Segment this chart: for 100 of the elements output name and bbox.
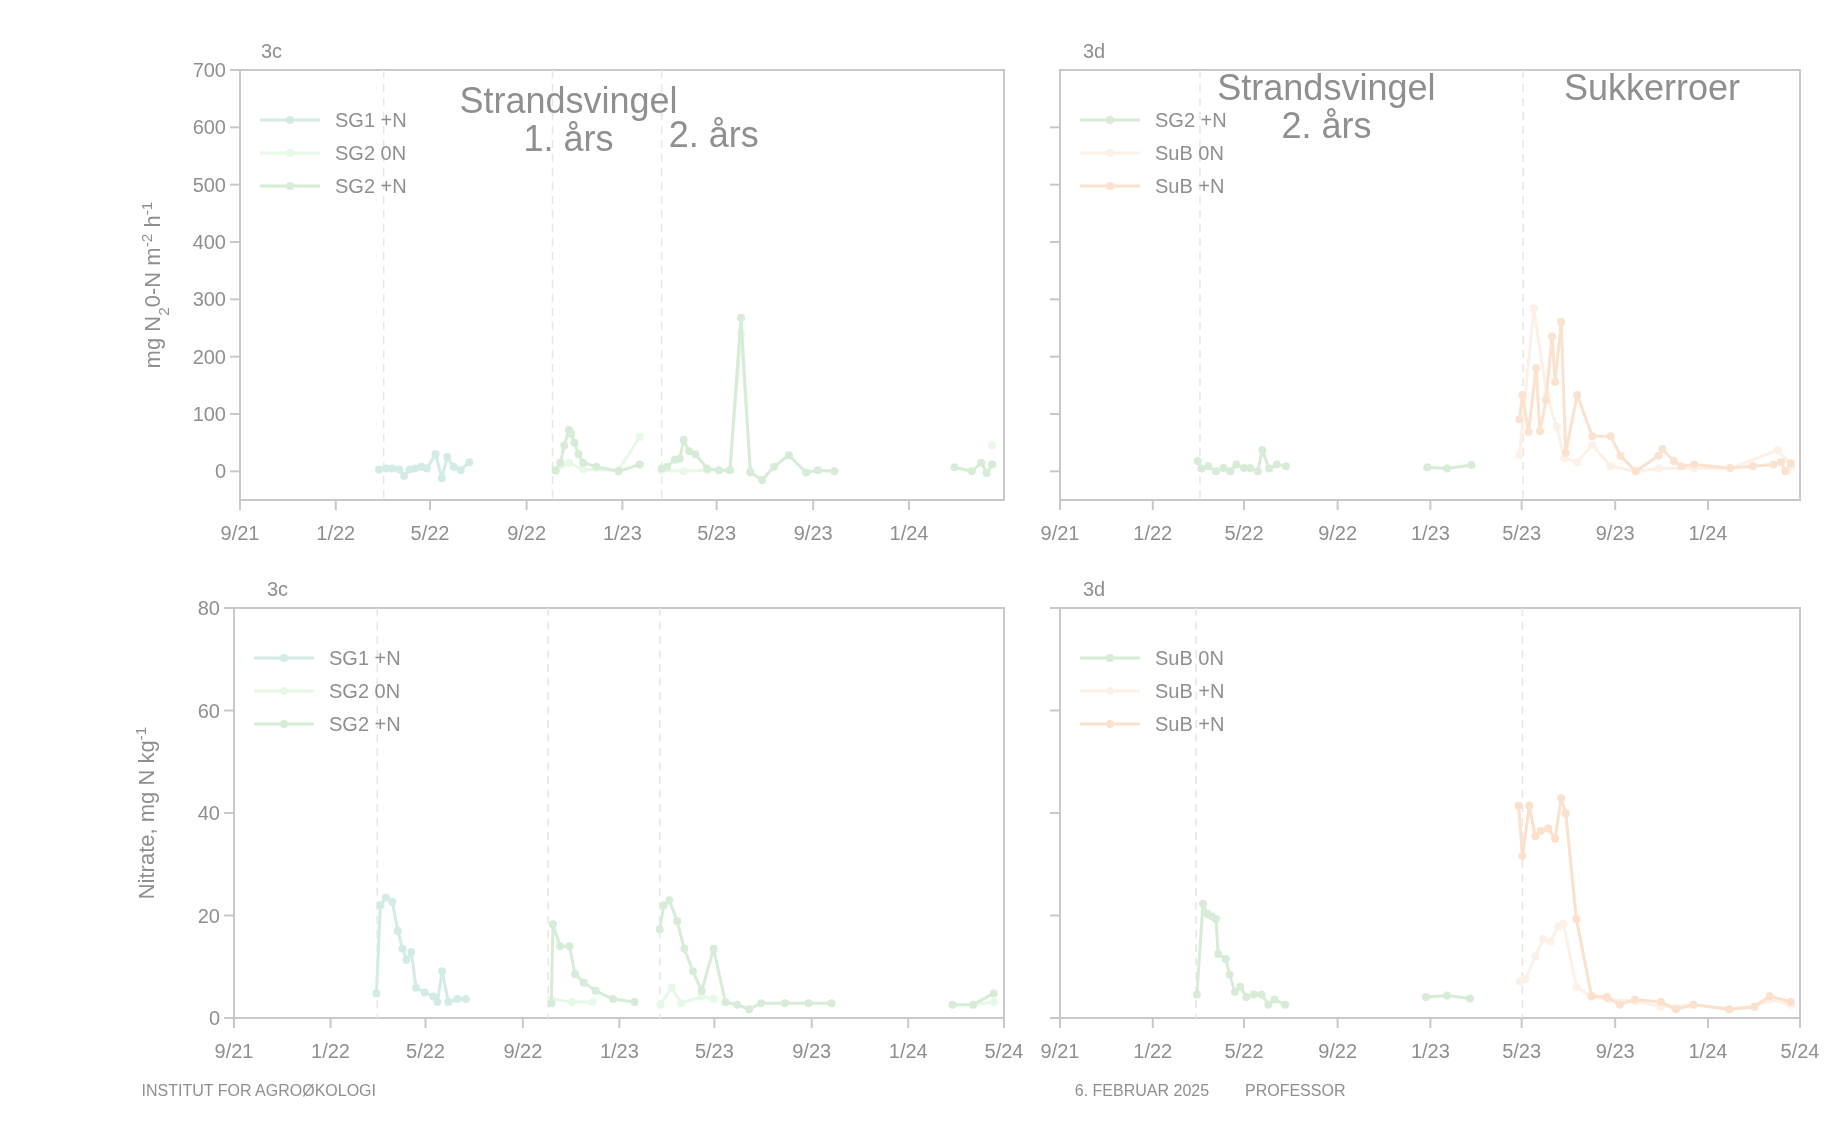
point (1573, 391, 1582, 400)
point (1236, 982, 1245, 991)
point (565, 458, 573, 467)
point (1541, 396, 1550, 405)
y-tick-label: 100 (192, 403, 226, 425)
legend-label: SG2 +N (329, 713, 401, 735)
x-tick-label: 1/23 (602, 522, 642, 544)
point (1544, 824, 1553, 833)
point (950, 463, 959, 472)
point (1538, 935, 1547, 944)
text: INSTITUT FOR AGROØKOLOGI (141, 1081, 377, 1099)
point (548, 920, 557, 929)
legend-label: SG1 +N (329, 647, 401, 669)
y-tick-label: 20 (197, 904, 220, 927)
point (1281, 462, 1290, 471)
point (1465, 994, 1474, 1003)
x-tick-label: 5/24 (984, 1040, 1024, 1062)
point (1561, 448, 1570, 457)
point (977, 458, 986, 467)
chart-title: 3c (267, 578, 289, 600)
point (697, 986, 706, 995)
x-tick-label: 5/24 (1780, 1040, 1820, 1062)
point (456, 466, 465, 475)
point (1615, 1000, 1624, 1009)
point (376, 901, 385, 910)
point (1214, 949, 1223, 958)
point (1551, 834, 1560, 843)
x-tick-label: 5/22 (1224, 1040, 1264, 1062)
point (438, 967, 447, 976)
point (1230, 987, 1239, 996)
point (1514, 801, 1523, 810)
point (635, 432, 644, 441)
point (1265, 464, 1274, 473)
point (449, 462, 458, 471)
point (988, 441, 997, 450)
x-tick-label: 9/21 (220, 522, 260, 544)
x-tick-label: 9/21 (1040, 522, 1080, 544)
point (1532, 364, 1541, 373)
point (1588, 432, 1597, 441)
point (1198, 899, 1207, 908)
point (465, 458, 474, 467)
point (579, 458, 588, 467)
point (393, 926, 402, 935)
point (784, 451, 793, 460)
x-tick-label: 1/22 (316, 522, 356, 544)
point (802, 468, 811, 477)
point (709, 995, 718, 1004)
y-tick-label: 0 (214, 460, 226, 483)
point (1606, 462, 1615, 471)
point (1551, 377, 1560, 386)
point (400, 471, 409, 480)
y-tick-label: 0 (208, 1007, 220, 1029)
point (1232, 460, 1241, 469)
point (1536, 826, 1545, 835)
x-tick-label: 9/22 (503, 1040, 543, 1062)
point (1606, 432, 1615, 441)
point (591, 986, 600, 995)
point (443, 453, 452, 461)
point (1524, 427, 1533, 436)
point (1421, 992, 1430, 1001)
point (630, 998, 639, 1007)
point (579, 465, 588, 474)
point (567, 430, 576, 439)
point (1572, 982, 1581, 991)
point (1515, 415, 1524, 424)
point (1211, 467, 1220, 476)
point (827, 999, 836, 1008)
point (988, 460, 997, 469)
point (1193, 457, 1202, 466)
point (402, 956, 411, 965)
x-tick-label: 9/23 (792, 1040, 832, 1062)
point (444, 998, 453, 1007)
point (709, 944, 718, 953)
point (1204, 462, 1213, 471)
point (677, 999, 686, 1008)
x-tick-label: 1/24 (1688, 522, 1728, 544)
point (655, 925, 664, 934)
x-tick-label: 1/24 (888, 1040, 928, 1062)
point (1588, 440, 1597, 449)
point (609, 995, 618, 1004)
y-tick-label: 60 (197, 699, 220, 722)
point (948, 1000, 957, 1009)
point (1518, 391, 1527, 400)
point (567, 998, 576, 1007)
point (721, 998, 730, 1007)
point (679, 467, 688, 476)
x-tick-label: 9/22 (1318, 522, 1358, 544)
text: 6. FEBRUAR 2025 (1074, 1081, 1210, 1099)
x-tick-label: 1/24 (1688, 1040, 1728, 1062)
point (685, 447, 694, 456)
y-tick-label: 500 (192, 173, 226, 196)
point (656, 1000, 665, 1009)
point (1518, 852, 1527, 861)
x-tick-label: 1/22 (1133, 1040, 1173, 1062)
point (1546, 937, 1555, 946)
point (571, 969, 580, 978)
point (579, 978, 588, 987)
point (1559, 919, 1568, 928)
point (556, 458, 565, 467)
x-tick-label: 1/23 (1410, 522, 1450, 544)
